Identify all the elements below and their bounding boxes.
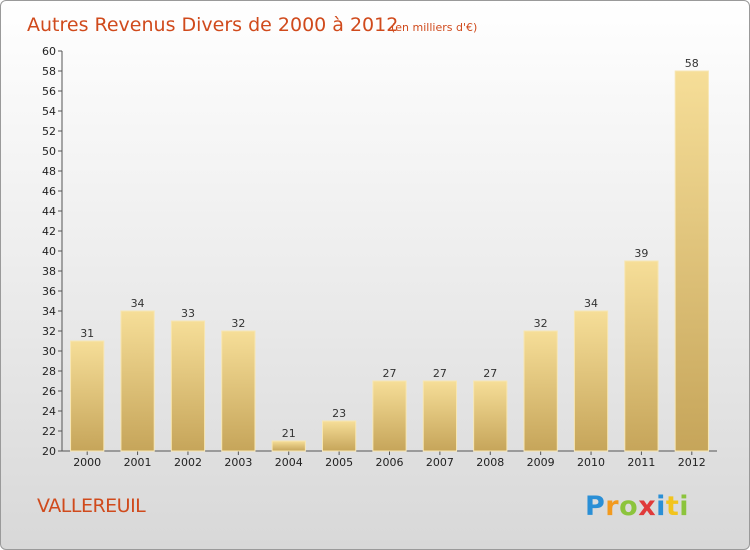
y-tick-label: 24 — [42, 405, 56, 418]
proxiti-logo: Proxiti — [585, 491, 689, 522]
y-tick-label: 50 — [42, 145, 56, 158]
y-tick-label: 42 — [42, 225, 56, 238]
bar-value-label: 23 — [332, 407, 346, 420]
y-tick-label: 28 — [42, 365, 56, 378]
bar — [523, 330, 558, 452]
x-tick-label: 2002 — [174, 456, 202, 469]
y-tick-label: 30 — [42, 345, 56, 358]
bar — [170, 320, 206, 452]
bar-value-label: 27 — [383, 367, 397, 380]
bar — [422, 380, 458, 452]
y-tick-label: 54 — [42, 105, 56, 118]
bar — [321, 420, 357, 452]
logo-letter: t — [665, 491, 680, 522]
y-axis: 20 22 24 26 28 30 32 34 36 38 40 42 44 46 48 50 52 54 56 58… — [42, 45, 63, 458]
y-tick-label: 34 — [42, 305, 56, 318]
bar — [573, 310, 609, 452]
commune-name: VALLEREUIL — [37, 495, 146, 517]
bar — [120, 310, 155, 452]
logo-letter: o — [619, 491, 639, 522]
bar-value-label: 21 — [282, 427, 296, 440]
x-tick-label: 2000 — [73, 456, 101, 469]
x-tick-label: 2011 — [627, 456, 655, 469]
bar — [624, 260, 659, 452]
bar-value-label: 39 — [634, 247, 648, 260]
logo-letter: r — [605, 491, 620, 522]
x-axis: 2000 2001 2002 2003 2004 2005 2006 2007 2008 2009… — [62, 450, 717, 469]
y-tick-label: 40 — [42, 245, 56, 258]
y-tick-label: 48 — [42, 165, 56, 178]
x-tick-label: 2005 — [325, 456, 353, 469]
bar — [473, 380, 508, 452]
logo-letter: x — [638, 491, 657, 522]
x-tick-label: 2007 — [426, 456, 454, 469]
y-tick-label: 20 — [42, 445, 56, 458]
bars: 31 34 33 32 21 23 27 27 27 32 34 39 58 — [70, 57, 709, 452]
y-tick-label: 22 — [42, 425, 56, 438]
bar-value-label: 27 — [433, 367, 447, 380]
x-tick-label: 2003 — [224, 456, 252, 469]
y-tick-label: 60 — [42, 45, 56, 58]
bar-value-label: 33 — [181, 307, 195, 320]
chart-title: Autres Revenus Divers de 2000 à 2012 — [27, 14, 398, 36]
x-tick-label: 2006 — [376, 456, 404, 469]
bar — [271, 440, 306, 452]
logo-letter: i — [679, 491, 690, 522]
y-tick-label: 52 — [42, 125, 56, 138]
bar-value-label: 32 — [534, 317, 548, 330]
x-tick-label: 2012 — [678, 456, 706, 469]
y-tick-label: 58 — [42, 65, 56, 78]
y-tick-label: 36 — [42, 285, 56, 298]
x-tick-label: 2008 — [476, 456, 504, 469]
y-tick-label: 38 — [42, 265, 56, 278]
y-tick-label: 44 — [42, 205, 56, 218]
bar — [372, 380, 407, 452]
logo-letter: P — [585, 491, 606, 522]
bar-value-label: 31 — [80, 327, 94, 340]
y-tick-label: 56 — [42, 85, 56, 98]
bar — [70, 340, 105, 452]
x-tick-label: 2009 — [527, 456, 555, 469]
y-tick-label: 26 — [42, 385, 56, 398]
bar — [221, 330, 256, 452]
y-tick-label: 46 — [42, 185, 56, 198]
x-tick-label: 2010 — [577, 456, 605, 469]
logo-letter: i — [656, 491, 666, 522]
x-tick-label: 2004 — [275, 456, 303, 469]
x-tick-label: 2001 — [124, 456, 152, 469]
bar-value-label: 34 — [584, 297, 598, 310]
bar-value-label: 58 — [685, 57, 699, 70]
chart-subtitle: (en milliers d'€) — [391, 21, 477, 34]
bar-value-label: 32 — [231, 317, 245, 330]
bar — [674, 70, 709, 452]
y-tick-label: 32 — [42, 325, 56, 338]
bar-value-label: 34 — [131, 297, 145, 310]
bar-value-label: 27 — [483, 367, 497, 380]
